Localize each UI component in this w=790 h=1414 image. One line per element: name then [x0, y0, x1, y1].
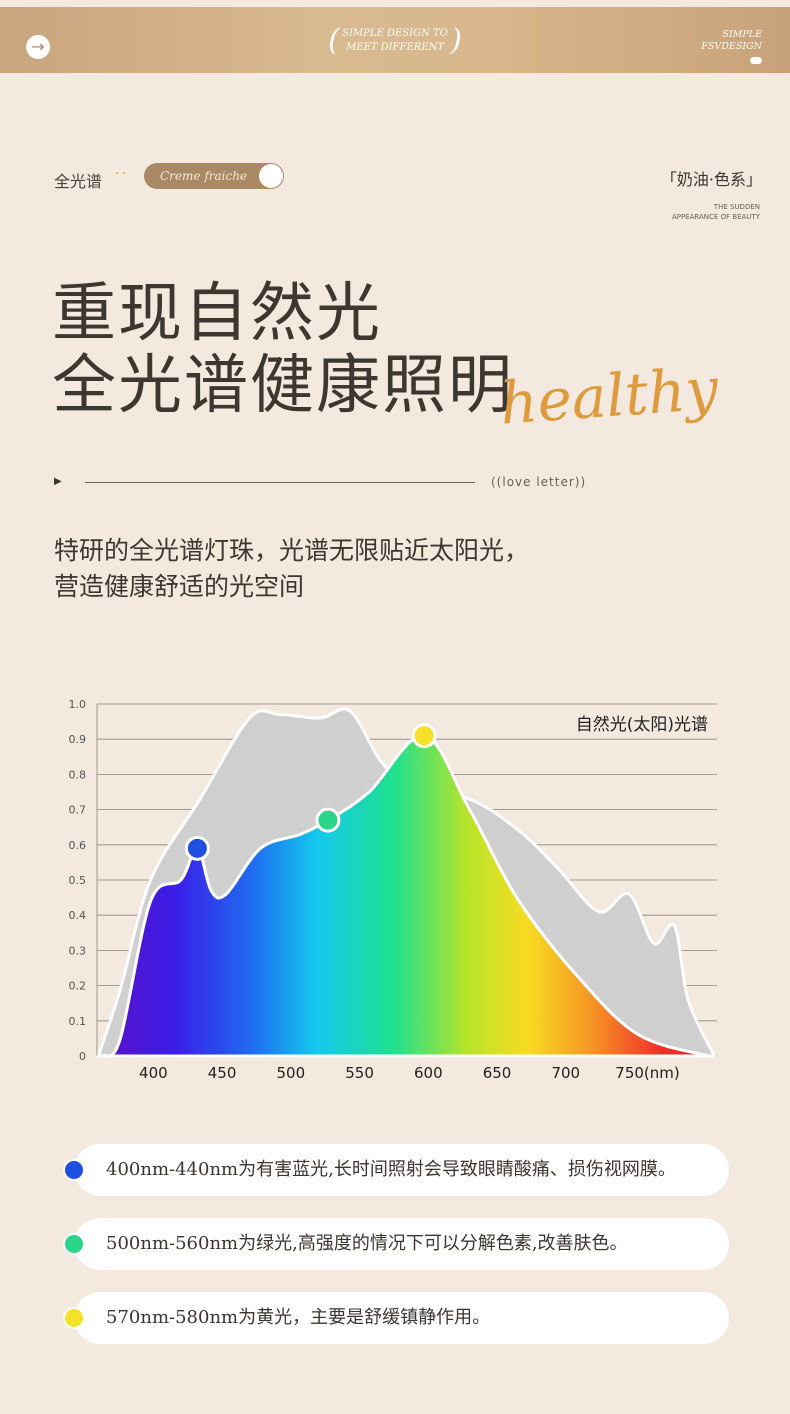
y-tick-label: 0.4	[69, 909, 87, 922]
led-spectrum-area	[100, 734, 710, 1058]
note-dot-icon	[63, 1233, 85, 1255]
banner-brand: SIMPLE FSVDESIGN	[701, 29, 762, 68]
title-line2: 全光谱健康照明	[52, 349, 514, 423]
tagline-line1: THE SUDDEN	[713, 203, 760, 211]
x-tick-label: 550	[345, 1064, 374, 1082]
note-item: 400nm-440nm为有害蓝光,长时间照射会导致眼睛酸痛、损伤视网膜。	[74, 1144, 729, 1196]
x-tick-label: 500	[277, 1064, 306, 1082]
hero-description: 特研的全光谱灯珠，光谱无限贴近太阳光， 营造健康舒适的光空间	[54, 533, 529, 605]
banner-slogan-line1: SIMPLE DESIGN TO	[342, 28, 448, 39]
y-tick-label: 0.3	[69, 944, 87, 957]
y-tick-label: 0.2	[69, 980, 87, 993]
brand-line1: SIMPLE	[722, 29, 762, 40]
banner-slogan-line2: MEET DIFFERENT	[345, 42, 445, 53]
y-tick-label: 0.6	[69, 839, 87, 852]
toggle-dots-icon	[750, 57, 762, 64]
pill-knob	[259, 164, 283, 188]
note-item: 570nm-580nm为黄光，主要是舒缓镇静作用。	[74, 1292, 729, 1344]
tagline-line2: APPEARANCE OF BEAUTY	[671, 213, 760, 221]
y-tick-label: 0.5	[69, 874, 87, 887]
peak-marker	[315, 807, 341, 833]
creme-pill: Creme fraiche	[144, 163, 284, 189]
legend-label: 自然光(太阳)光谱	[576, 715, 708, 735]
top-banner: → ( SIMPLE DESIGN TO MEET DIFFERENT ) SI…	[0, 7, 790, 73]
desc-line2: 营造健康舒适的光空间	[54, 572, 305, 601]
script-word: healthy	[497, 354, 721, 438]
x-tick-label: 600	[414, 1064, 443, 1082]
hero-title: 重现自然光 全光谱健康照明	[52, 278, 514, 422]
tagline: THE SUDDEN APPEARANCE OF BEAUTY	[672, 202, 760, 222]
desc-line1: 特研的全光谱灯珠，光谱无限贴近太阳光，	[54, 536, 530, 565]
dots-icon: ··	[115, 166, 128, 182]
y-tick-label: 0.9	[69, 733, 87, 746]
divider	[85, 482, 475, 483]
x-tick-label: 700	[551, 1064, 580, 1082]
x-tick-label: 650	[483, 1064, 512, 1082]
peak-marker	[184, 835, 210, 861]
play-icon: ▶	[54, 476, 62, 487]
y-tick-label: 0.1	[69, 1015, 87, 1028]
y-tick-label: 0	[79, 1050, 86, 1063]
note-item: 500nm-560nm为绿光,高强度的情况下可以分解色素,改善肤色。	[74, 1218, 729, 1270]
brand-line2: FSVDESIGN	[701, 41, 762, 52]
x-tick-label: 400	[139, 1064, 168, 1082]
y-tick-label: 0.8	[69, 768, 87, 781]
pill-label: Creme fraiche	[160, 169, 248, 183]
category-tag: 全光谱	[54, 172, 103, 191]
arrow-right-icon[interactable]: →	[26, 35, 50, 59]
x-tick-label: 450	[208, 1064, 237, 1082]
note-dot-icon	[63, 1307, 85, 1329]
x-tick-label: 750(nm)	[615, 1064, 679, 1082]
series-label: 「奶油·色系」	[660, 170, 762, 189]
banner-slogan: ( SIMPLE DESIGN TO MEET DIFFERENT )	[328, 23, 462, 58]
note-dot-icon	[63, 1159, 85, 1181]
title-line1: 重现自然光	[52, 277, 382, 351]
y-tick-label: 0.7	[69, 804, 87, 817]
love-letter-label: ((love letter))	[491, 475, 587, 489]
spectrum-chart: 0 0.1 0.2 0.3 0.4 0.5 0.6 0.7 0.8 0.9 1.0 400 450 500…	[69, 698, 717, 1082]
y-tick-label: 1.0	[69, 698, 87, 711]
peak-marker	[411, 723, 437, 749]
